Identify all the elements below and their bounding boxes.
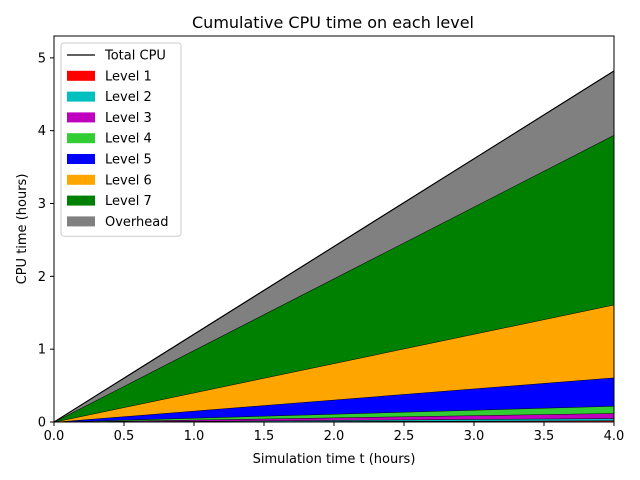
y-axis-label: CPU time (hours) — [15, 174, 30, 285]
legend-swatch-level-5 — [67, 154, 95, 164]
y-tick-label: 2 — [38, 270, 46, 285]
x-axis-ticks: 0.0 0.5 1.0 1.5 2.0 2.5 3.0 3.5 4.0 — [44, 422, 625, 444]
legend-label-level-6: Level 6 — [105, 173, 152, 188]
legend-box — [60, 42, 182, 237]
legend-label-level-1: Level 1 — [105, 69, 152, 84]
chart-title: Cumulative CPU time on each level — [192, 13, 474, 32]
x-tick-label: 0.5 — [114, 429, 135, 444]
x-tick-label: 3.5 — [534, 429, 555, 444]
legend-swatch-level-1 — [67, 70, 95, 81]
x-tick-label: 2.0 — [324, 429, 345, 444]
y-tick-label: 3 — [38, 197, 46, 212]
y-tick-label: 1 — [38, 343, 46, 358]
y-tick-label: 4 — [38, 124, 46, 139]
legend-swatch-level-7 — [67, 195, 95, 206]
legend-label-level-5: Level 5 — [105, 153, 152, 168]
legend: Total CPU Level 1 Level 2 Level 3 Level 4 Lev… — [60, 42, 182, 237]
boundary-level-5 — [53, 377, 615, 423]
legend-swatch-level-6 — [67, 174, 95, 185]
total-cpu-line — [53, 70, 615, 423]
legend-label-level-4: Level 4 — [105, 132, 152, 147]
legend-label-overhead: Overhead — [105, 215, 169, 230]
legend-label-level-3: Level 3 — [105, 111, 152, 126]
x-tick-label: 1.5 — [254, 429, 275, 444]
legend-swatch-overhead — [67, 216, 95, 227]
x-tick-label: 3.0 — [464, 429, 485, 444]
y-tick-label: 5 — [38, 51, 46, 66]
legend-label-total-cpu: Total CPU — [104, 49, 166, 64]
legend-label-level-2: Level 2 — [105, 90, 152, 105]
legend-label-level-7: Level 7 — [105, 194, 152, 209]
legend-swatch-level-2 — [67, 91, 95, 102]
y-axis-ticks: 0 1 2 3 4 5 — [38, 51, 54, 431]
x-tick-label: 1.0 — [184, 429, 205, 444]
x-tick-label: 4.0 — [604, 429, 625, 444]
x-axis-label: Simulation time t (hours) — [253, 452, 416, 467]
x-tick-label: 2.5 — [394, 429, 415, 444]
total-line-group — [53, 70, 615, 423]
legend-swatch-level-3 — [67, 112, 95, 123]
y-tick-label: 0 — [38, 416, 46, 431]
x-tick-label: 0.0 — [44, 429, 65, 444]
legend-swatch-level-4 — [67, 133, 95, 144]
